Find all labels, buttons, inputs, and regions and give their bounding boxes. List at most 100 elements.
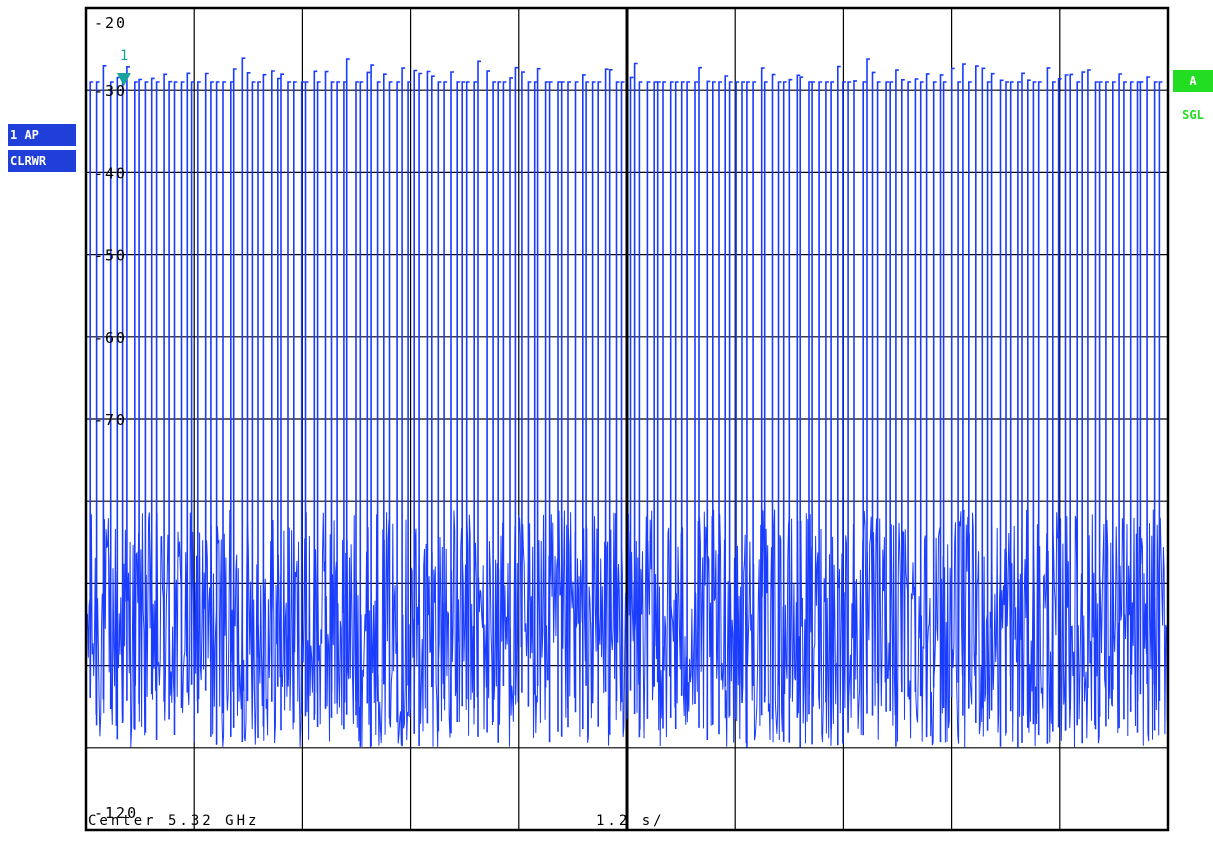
- trace-pulse: [271, 70, 275, 702]
- trace-pulse: [674, 81, 679, 729]
- trace-pulse: [914, 78, 919, 692]
- trace-pulse: [465, 81, 470, 700]
- trace-pulse: [262, 73, 267, 727]
- trace-pulse: [514, 66, 519, 696]
- trace-pulse: [799, 76, 804, 748]
- trace-pulse: [1069, 73, 1074, 710]
- center-frequency-label: Center 5.32 GHz: [88, 813, 260, 829]
- triangle-down-marker-icon[interactable]: [116, 73, 131, 86]
- trace-pulse: [509, 77, 513, 693]
- trace-pulse: [582, 74, 586, 729]
- trace-pulse: [653, 81, 658, 687]
- trace-pulse: [324, 70, 329, 709]
- trace-pulse: [724, 75, 729, 687]
- trace-pulse: [620, 81, 625, 703]
- trace-pulse: [155, 81, 160, 740]
- trace-pulse: [293, 81, 297, 723]
- trace-pulse: [1153, 81, 1158, 731]
- y-tick-label: -60: [94, 329, 127, 347]
- trace-pulse: [396, 81, 401, 723]
- trace-pulse: [942, 81, 947, 708]
- trace-pulse: [1139, 81, 1144, 695]
- trace-pulse: [962, 63, 966, 716]
- trace-pulse: [862, 81, 867, 736]
- trace-pulse: [901, 79, 905, 693]
- trace-pulse: [680, 81, 685, 696]
- trace-pulse: [89, 81, 94, 698]
- trace-pulse: [502, 81, 507, 686]
- y-tick-label: -120: [94, 804, 138, 822]
- trace-pulse: [777, 81, 782, 686]
- trace-pulse: [544, 81, 549, 688]
- trace-pulse: [1087, 69, 1091, 688]
- marker-1[interactable]: 1: [116, 48, 131, 86]
- trace-pulse: [763, 81, 768, 703]
- sweep-mode-label: SGL: [1182, 108, 1204, 122]
- trace-pulse: [830, 81, 835, 729]
- plot-frame: [84, 6, 1170, 832]
- trace-pulse: [257, 81, 261, 738]
- trace-pulse: [241, 57, 246, 742]
- trace-pulse: [450, 71, 454, 734]
- trace-pulse: [486, 70, 491, 733]
- trace-pulse: [197, 81, 201, 714]
- trace-pulse: [456, 81, 461, 722]
- trace-pulse: [932, 81, 937, 688]
- trace-pulse: [842, 81, 846, 744]
- trace-pulse: [1052, 81, 1056, 732]
- trace-pulse: [477, 60, 481, 737]
- trace-pulse: [1009, 81, 1014, 712]
- trace-pulse: [168, 80, 173, 720]
- trace-pulse: [383, 73, 387, 685]
- trace-pulse: [443, 81, 448, 699]
- trace-pulse: [560, 81, 565, 737]
- trace-pulse: [818, 81, 823, 699]
- trace-pulse: [1105, 81, 1109, 727]
- trace-pulse: [304, 81, 309, 717]
- trace-pulse: [1081, 71, 1086, 744]
- trace-pulse: [825, 81, 829, 703]
- trace-pulse: [138, 78, 143, 704]
- trace-pulse: [210, 81, 214, 737]
- trace-pulse: [907, 81, 912, 697]
- trace-pulse: [173, 81, 178, 735]
- trace-pulse: [180, 81, 185, 708]
- trace-pulse: [585, 81, 590, 686]
- trace-pulse: [521, 71, 525, 693]
- trace-pulse: [150, 77, 155, 695]
- trace-pulse: [876, 81, 881, 684]
- trace-pulse: [343, 81, 347, 730]
- trace-pulse: [144, 81, 149, 733]
- trace-pulse: [646, 81, 651, 719]
- trace-pulse: [975, 65, 979, 723]
- trace-pulse: [808, 81, 812, 715]
- trace-pulse: [633, 62, 638, 715]
- trace-pulse: [497, 81, 502, 743]
- trace-pulse: [1123, 81, 1127, 720]
- trace-pulse: [1005, 81, 1009, 733]
- trace-pulse: [968, 81, 972, 709]
- trace-pulse: [330, 81, 335, 718]
- sweep-time-label: 1.2 s/: [596, 813, 665, 829]
- trace-pulse: [1094, 81, 1099, 730]
- trace-pulse: [388, 81, 393, 719]
- trace-pulse: [889, 81, 894, 712]
- trace-pulse: [981, 67, 986, 709]
- trace-pulse: [190, 81, 195, 685]
- trace-pulse: [662, 81, 666, 729]
- trace-pulse: [232, 68, 237, 728]
- trace-pulse: [608, 69, 613, 735]
- trace-pulse: [919, 81, 924, 697]
- trace-pulse: [401, 67, 406, 747]
- trace-pulse: [871, 71, 876, 716]
- trace-pulse: [1158, 81, 1163, 701]
- trace-pulse: [1057, 78, 1062, 728]
- trace-pulse: [597, 81, 602, 727]
- trace-pulse: [280, 73, 284, 731]
- trace-pulse: [473, 81, 478, 709]
- trace-pulse: [313, 70, 318, 720]
- trace-pulse: [418, 72, 423, 746]
- trace-pulse: [186, 72, 191, 693]
- trace-pulse: [788, 78, 793, 743]
